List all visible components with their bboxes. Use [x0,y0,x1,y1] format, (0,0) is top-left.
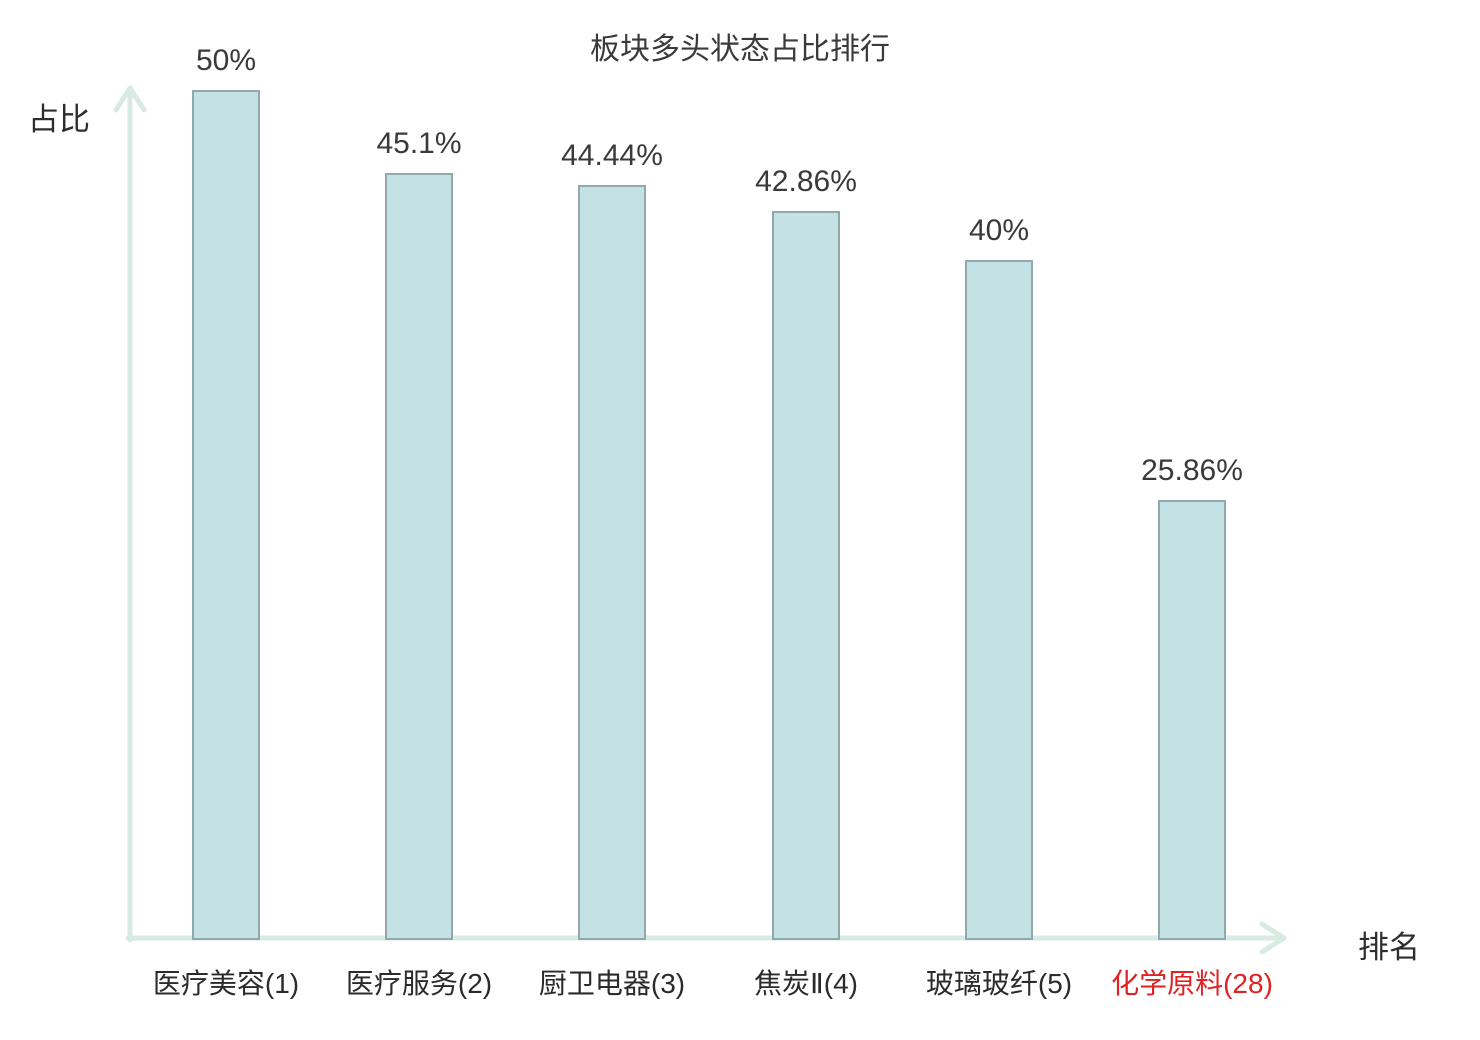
bar [578,185,646,940]
category-label: 医疗服务(2) [345,968,493,999]
bar-value-label: 50% [195,44,257,77]
bar-value-label: 44.44% [561,139,663,172]
category-label: 焦炭Ⅱ(4) [753,968,858,999]
category-label: 医疗美容(1) [152,968,300,999]
bar-value-label: 40% [968,214,1030,247]
bar-value-label: 25.86% [1141,454,1243,487]
bar [192,90,260,940]
x-axis-arrowhead-icon [1259,921,1287,955]
x-axis-label: 排名 [1358,930,1420,965]
bar-value-label: 45.1% [376,127,462,160]
category-label: 厨卫电器(3) [538,968,686,999]
y-axis-arrowhead-icon [113,85,147,113]
bar [1158,500,1226,940]
category-label: 化学原料(28) [1111,968,1273,999]
category-label: 玻璃玻纤(5) [925,968,1073,999]
y-axis-label: 占比 [28,102,90,137]
bar [772,211,840,940]
bar-value-label: 42.86% [755,165,857,198]
bar [385,173,453,940]
chart-title: 板块多头状态占比排行 [590,33,890,66]
bar [965,260,1033,940]
